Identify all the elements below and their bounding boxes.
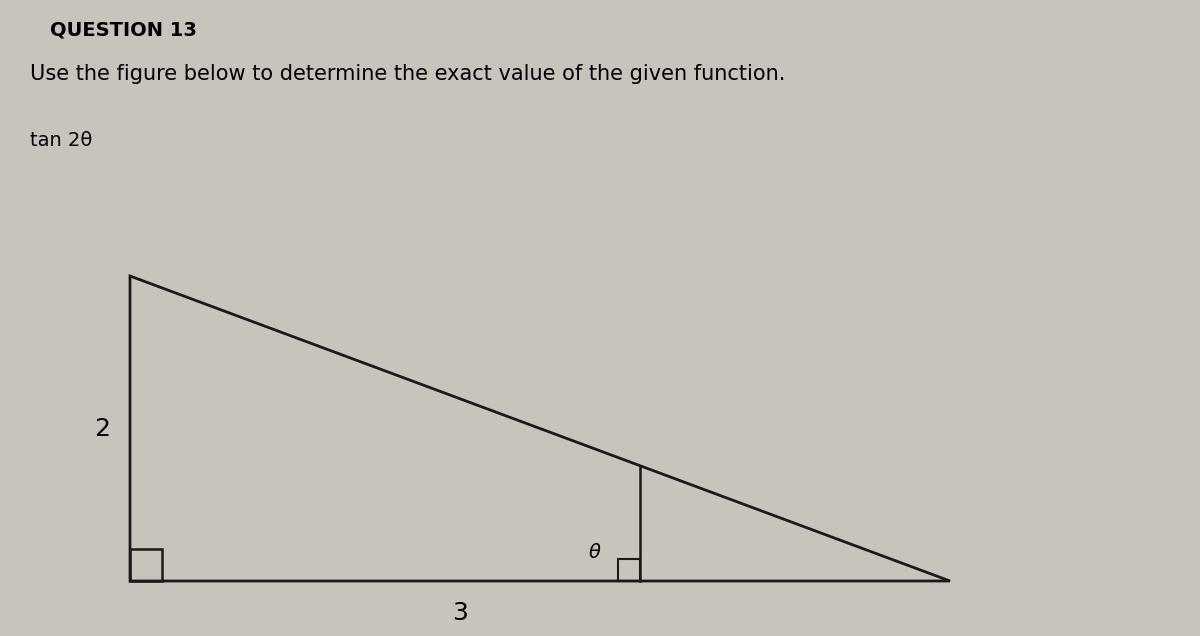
Text: 2: 2 (94, 417, 110, 441)
Text: QUESTION 13: QUESTION 13 (50, 21, 197, 40)
Text: 3: 3 (452, 601, 468, 625)
Text: tan 2θ: tan 2θ (30, 131, 92, 150)
Bar (618, 559, 640, 581)
Bar (130, 549, 162, 581)
Text: θ: θ (589, 544, 601, 562)
Text: Use the figure below to determine the exact value of the given function.: Use the figure below to determine the ex… (30, 64, 785, 84)
